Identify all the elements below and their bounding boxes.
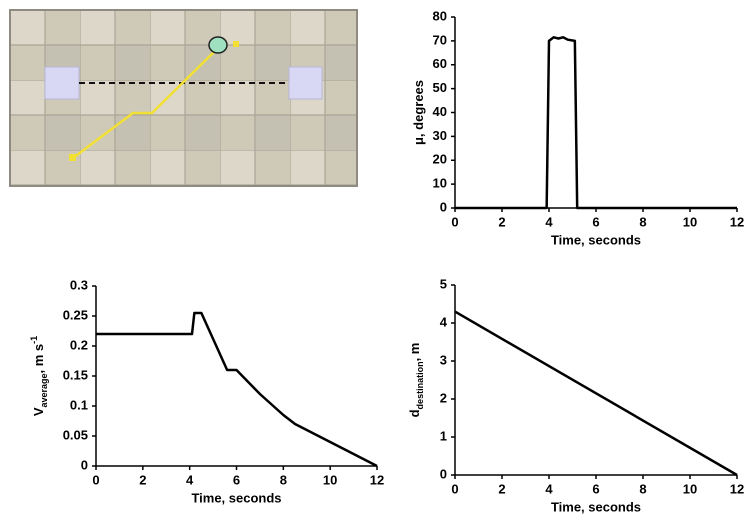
walker <box>208 36 228 54</box>
x-tick-label: 8 <box>280 472 287 487</box>
y-tick-label: 3 <box>440 352 447 367</box>
y-axis-label-part: V <box>31 407 46 416</box>
y-tick-label: 30 <box>433 128 447 143</box>
x-tick-label: 10 <box>323 472 337 487</box>
x-tick-label: 4 <box>545 214 553 229</box>
line-chart: 0 10 20 30 40 50 60 70 80 0 2 4 6 8 10 12 Time, seconds μ… <box>411 8 744 247</box>
y-tick-label: 60 <box>433 56 447 71</box>
x-tick-label: 8 <box>639 481 646 496</box>
y-tick-label: 10 <box>433 176 447 191</box>
x-tick-label: 6 <box>592 214 599 229</box>
x-axis-label: Time, seconds <box>191 490 281 505</box>
y-tick-label: 2 <box>440 390 447 405</box>
y-axis-label-part: average <box>39 373 49 407</box>
x-tick-label: 0 <box>92 472 99 487</box>
x-tick-label: 12 <box>730 481 744 496</box>
y-tick-label: 0 <box>440 466 447 481</box>
x-tick-label: 0 <box>451 214 458 229</box>
x-tick-label: 10 <box>683 214 697 229</box>
y-tick-label: 50 <box>433 80 447 95</box>
x-tick-label: 2 <box>498 214 505 229</box>
schematic <box>9 9 358 187</box>
y-axis-label-part: , m s <box>31 344 46 374</box>
y-tick-label: 0 <box>440 199 447 214</box>
y-axis-label-part: -1 <box>29 336 39 344</box>
x-tick-label: 0 <box>451 481 458 496</box>
x-tick-label: 6 <box>592 481 599 496</box>
target-right <box>288 66 323 100</box>
x-axis-label: Time, seconds <box>551 499 641 514</box>
y-tick-label: 1 <box>440 428 447 443</box>
x-axis-label: Time, seconds <box>551 232 641 247</box>
y-axis-label-part: d <box>407 409 422 417</box>
line-chart: 0 0.05 0.1 0.15 0.2 0.25 0.3 0 2 4 6 8 10 12 Time, sec… <box>29 277 384 505</box>
y-tick-label: 0.05 <box>63 427 88 442</box>
end-marker <box>233 41 239 47</box>
y-tick-label: 0.25 <box>63 307 88 322</box>
data-line <box>96 311 378 468</box>
y-tick-label: 5 <box>440 276 447 291</box>
y-tick-label: 0.2 <box>70 337 88 352</box>
y-tick-label: 0.1 <box>70 397 88 412</box>
y-axis-label: Vaverage, m s-1 <box>29 336 49 416</box>
y-tick-label: 0.15 <box>63 367 88 382</box>
data-line <box>454 310 738 477</box>
start-marker <box>69 154 76 161</box>
trajectory <box>72 47 219 159</box>
x-tick-label: 12 <box>730 214 744 229</box>
x-tick-label: 10 <box>683 481 697 496</box>
y-axis-label-part: μ, degrees <box>411 80 426 145</box>
y-tick-label: 4 <box>440 314 448 329</box>
y-tick-label: 20 <box>433 152 447 167</box>
data-line <box>455 36 737 210</box>
y-axis-label: μ, degrees <box>411 80 426 145</box>
x-tick-label: 4 <box>186 472 194 487</box>
y-tick-label: 70 <box>433 32 447 47</box>
x-tick-label: 2 <box>139 472 146 487</box>
y-tick-label: 80 <box>433 8 447 23</box>
x-tick-label: 4 <box>545 481 553 496</box>
x-tick-label: 6 <box>233 472 240 487</box>
y-axis-label: ddestination, m <box>407 343 425 418</box>
y-tick-label: 0 <box>81 457 88 472</box>
x-tick-label: 12 <box>370 472 384 487</box>
target-left <box>44 66 80 100</box>
x-tick-label: 2 <box>498 481 505 496</box>
y-axis-label-part: , m <box>407 343 422 362</box>
y-axis-label-part: destination <box>415 361 425 409</box>
y-tick-label: 0.3 <box>70 277 88 292</box>
y-tick-label: 40 <box>433 104 447 119</box>
x-tick-label: 8 <box>639 214 646 229</box>
